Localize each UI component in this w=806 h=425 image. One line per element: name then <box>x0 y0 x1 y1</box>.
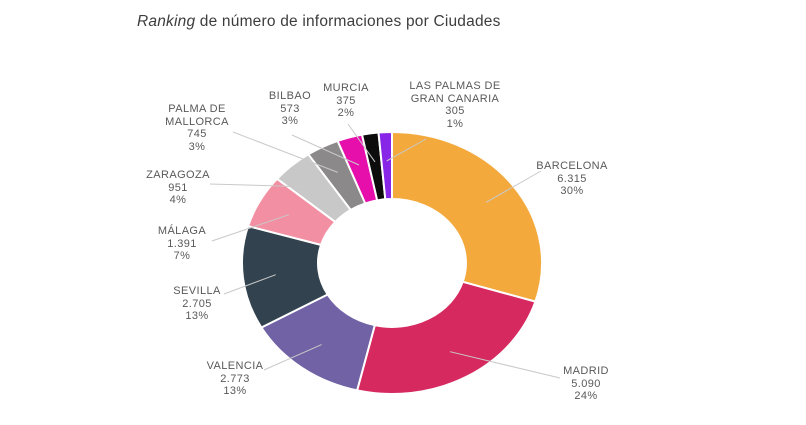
leader-line-las-palmas-de-gran-canaria <box>386 138 427 162</box>
chart-title-italic: Ranking <box>137 13 196 30</box>
leader-line-zaragoza <box>209 183 314 188</box>
chart-title: Ranking de número de informaciones por C… <box>137 13 501 31</box>
leader-line-madrid <box>449 351 561 379</box>
chart-title-rest: de número de informaciones por Ciudades <box>195 13 501 30</box>
pie-slice-las-palmas-de-gran-canaria <box>377 130 393 201</box>
leader-line-palma-de-mallorca <box>232 131 338 173</box>
pie-slice-barcelona <box>391 131 543 303</box>
leader-line-barcelona <box>485 170 542 203</box>
leader-line-murcia <box>347 123 376 163</box>
pie-slice-madrid <box>356 280 537 395</box>
leader-line-valencia <box>263 344 322 371</box>
leader-line-sevilla <box>223 274 276 295</box>
leader-line-bilbao <box>291 134 360 166</box>
leader-line-malaga <box>211 214 290 242</box>
